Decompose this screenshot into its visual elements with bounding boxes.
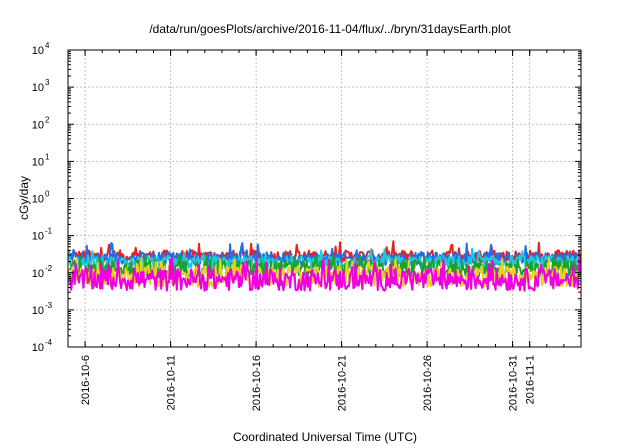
y-tick-label: 10 bbox=[32, 194, 44, 206]
grid-lines bbox=[68, 50, 581, 347]
x-tick-label: 2016-10-16 bbox=[251, 355, 263, 411]
y-tick-exponent: 2 bbox=[45, 115, 50, 124]
series-line bbox=[68, 258, 581, 292]
x-tick-label: 2016-11-1 bbox=[525, 355, 537, 404]
y-tick-label: 10 bbox=[32, 231, 44, 243]
x-tick-label: 2016-10-21 bbox=[337, 355, 349, 411]
y-tick-label: 10 bbox=[32, 268, 44, 280]
x-axis-label: Coordinated Universal Time (UTC) bbox=[233, 430, 417, 444]
y-axis-label: cGy/day bbox=[17, 176, 31, 220]
x-tick-label: 2016-10-26 bbox=[422, 355, 434, 411]
series-line bbox=[68, 240, 581, 263]
y-tick-label: 10 bbox=[32, 342, 44, 354]
x-tick-label: 2016-10-11 bbox=[166, 355, 178, 410]
x-tick-label: 2016-10-31 bbox=[508, 355, 520, 411]
y-tick-label: 10 bbox=[32, 119, 44, 131]
y-tick-exponent: -3 bbox=[45, 301, 53, 310]
y-tick-label: 10 bbox=[32, 156, 44, 168]
x-tick-label: 2016-10-6 bbox=[80, 355, 92, 405]
y-tick-exponent: 3 bbox=[45, 78, 50, 87]
y-tick-label: 10 bbox=[32, 305, 44, 317]
x-axis: 2016-10-6 2016-10-11 2016-10-16 2016-10-21 2… bbox=[67, 50, 582, 411]
chart-title: /data/run/goesPlots/archive/2016-11-04/f… bbox=[149, 22, 511, 36]
y-tick-exponent: 1 bbox=[45, 152, 50, 161]
y-tick-label: 10 bbox=[32, 45, 44, 57]
y-tick-exponent: 4 bbox=[45, 41, 50, 50]
y-tick-exponent: -2 bbox=[45, 264, 53, 273]
y-tick-exponent: 0 bbox=[45, 190, 50, 199]
y-tick-exponent: -4 bbox=[45, 338, 53, 347]
y-tick-exponent: -1 bbox=[45, 227, 53, 236]
data-series bbox=[68, 240, 581, 292]
y-tick-label: 10 bbox=[32, 82, 44, 94]
